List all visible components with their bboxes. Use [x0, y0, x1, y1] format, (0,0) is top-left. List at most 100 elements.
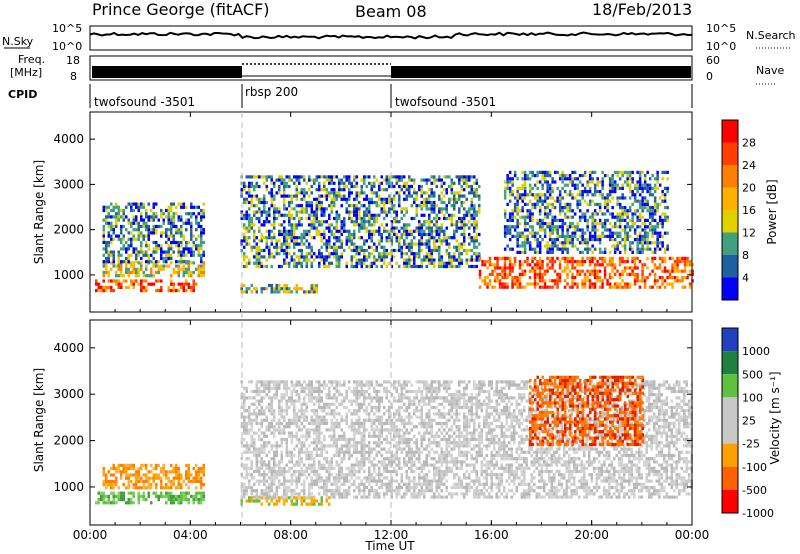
heatmap-cell [172, 494, 175, 498]
heatmap-cell [360, 184, 363, 189]
heatmap-cell [105, 205, 108, 209]
heatmap-cell [628, 186, 632, 190]
heatmap-cell [298, 476, 301, 480]
heatmap-cell [591, 212, 594, 216]
heatmap-cell [293, 492, 296, 496]
heatmap-cell [300, 204, 303, 208]
heatmap-cell [268, 383, 271, 387]
heatmap-cell [165, 501, 168, 505]
heatmap-cell [613, 272, 617, 276]
heatmap-cell [548, 250, 552, 254]
heatmap-cell [160, 224, 163, 229]
heatmap-cell [253, 441, 256, 445]
heatmap-cell [243, 188, 246, 192]
heatmap-cell [438, 245, 441, 249]
heatmap-cell [275, 386, 278, 390]
heatmap-cell [568, 285, 572, 289]
heatmap-cell [315, 380, 318, 384]
heatmap-cell [616, 183, 619, 187]
heatmap-cell [668, 276, 672, 280]
heatmap-cell [195, 247, 198, 251]
heatmap-cell [293, 389, 296, 394]
heatmap-cell [290, 492, 293, 496]
heatmap-cell [618, 170, 622, 174]
heatmap-cell [561, 209, 564, 213]
heatmap-cell [310, 283, 313, 288]
heatmap-cell [142, 483, 145, 487]
heatmap-cell [323, 232, 326, 237]
heatmap-cell [433, 194, 436, 198]
heatmap-cell [285, 181, 288, 185]
colorbar-tick-label: 20 [742, 182, 756, 195]
heatmap-cell [268, 441, 271, 445]
heatmap-cell [546, 225, 549, 229]
heatmap-cell [335, 476, 338, 480]
heatmap-cell [285, 194, 288, 198]
heatmap-cell [601, 282, 604, 286]
heatmap-cell [142, 270, 145, 275]
heatmap-cell [465, 213, 468, 217]
heatmap-cell [243, 239, 246, 243]
heatmap-cell [197, 253, 200, 257]
heatmap-cell [566, 241, 569, 245]
heatmap-cell [521, 231, 524, 235]
heatmap-cell [355, 252, 358, 256]
heatmap-cell [440, 261, 443, 265]
heatmap-cell [323, 258, 326, 262]
heatmap-cell [278, 421, 281, 426]
heatmap-cell [536, 238, 539, 242]
heatmap-cell [568, 202, 572, 206]
heatmap-cell [172, 202, 175, 206]
heatmap-cell [120, 240, 123, 245]
heatmap-cell [643, 238, 647, 242]
heatmap-cell [295, 389, 298, 394]
heatmap-cell [378, 229, 381, 233]
heatmap-cell [395, 178, 398, 182]
heatmap-cell [197, 270, 200, 275]
heatmap-cell [581, 260, 584, 264]
heatmap-cell [536, 276, 539, 280]
heatmap-cell [190, 261, 193, 265]
freq-strip: Freq. [MHz] 18 8 60 0 Nave [10, 53, 784, 85]
heatmap-cell [155, 491, 158, 495]
heatmap-cell [345, 200, 348, 205]
heatmap-cell [373, 261, 376, 265]
heatmap-cell [328, 236, 331, 240]
heatmap-cell [268, 252, 271, 256]
heatmap-cell [255, 415, 258, 419]
heatmap-cell [187, 282, 190, 286]
heatmap-cell [197, 476, 200, 480]
heatmap-cell [165, 215, 168, 219]
heatmap-cell [248, 287, 251, 291]
heatmap-cell [378, 181, 381, 185]
heatmap-cell [681, 269, 684, 273]
heatmap-cell [368, 255, 371, 259]
heatmap-cell [313, 418, 316, 422]
heatmap-cell [531, 202, 534, 206]
heatmap-cell [190, 253, 193, 257]
heatmap-cell [493, 269, 497, 273]
heatmap-cell [338, 261, 341, 265]
heatmap-cell [157, 289, 160, 293]
heatmap-cell [245, 466, 248, 470]
heatmap-cell [202, 463, 205, 467]
heatmap-cell [428, 239, 431, 243]
heatmap-cell [583, 285, 587, 289]
heatmap-cell [298, 396, 301, 400]
heatmap-cell [125, 285, 128, 289]
heatmap-cell [348, 210, 351, 214]
heatmap-cell [541, 228, 544, 232]
heatmap-cell [335, 386, 338, 390]
heatmap-cell [305, 466, 308, 470]
heatmap-cell [551, 180, 554, 184]
heatmap-cell [260, 460, 263, 464]
heatmap-cell [335, 453, 338, 458]
heatmap-cell [295, 415, 298, 419]
heatmap-cell [593, 186, 597, 190]
heatmap-cell [152, 218, 155, 222]
heatmap-cell [180, 282, 183, 286]
heatmap-cell [263, 460, 266, 464]
heatmap-cell [593, 218, 597, 222]
heatmap-cell [298, 437, 301, 442]
heatmap-cell [646, 202, 649, 206]
